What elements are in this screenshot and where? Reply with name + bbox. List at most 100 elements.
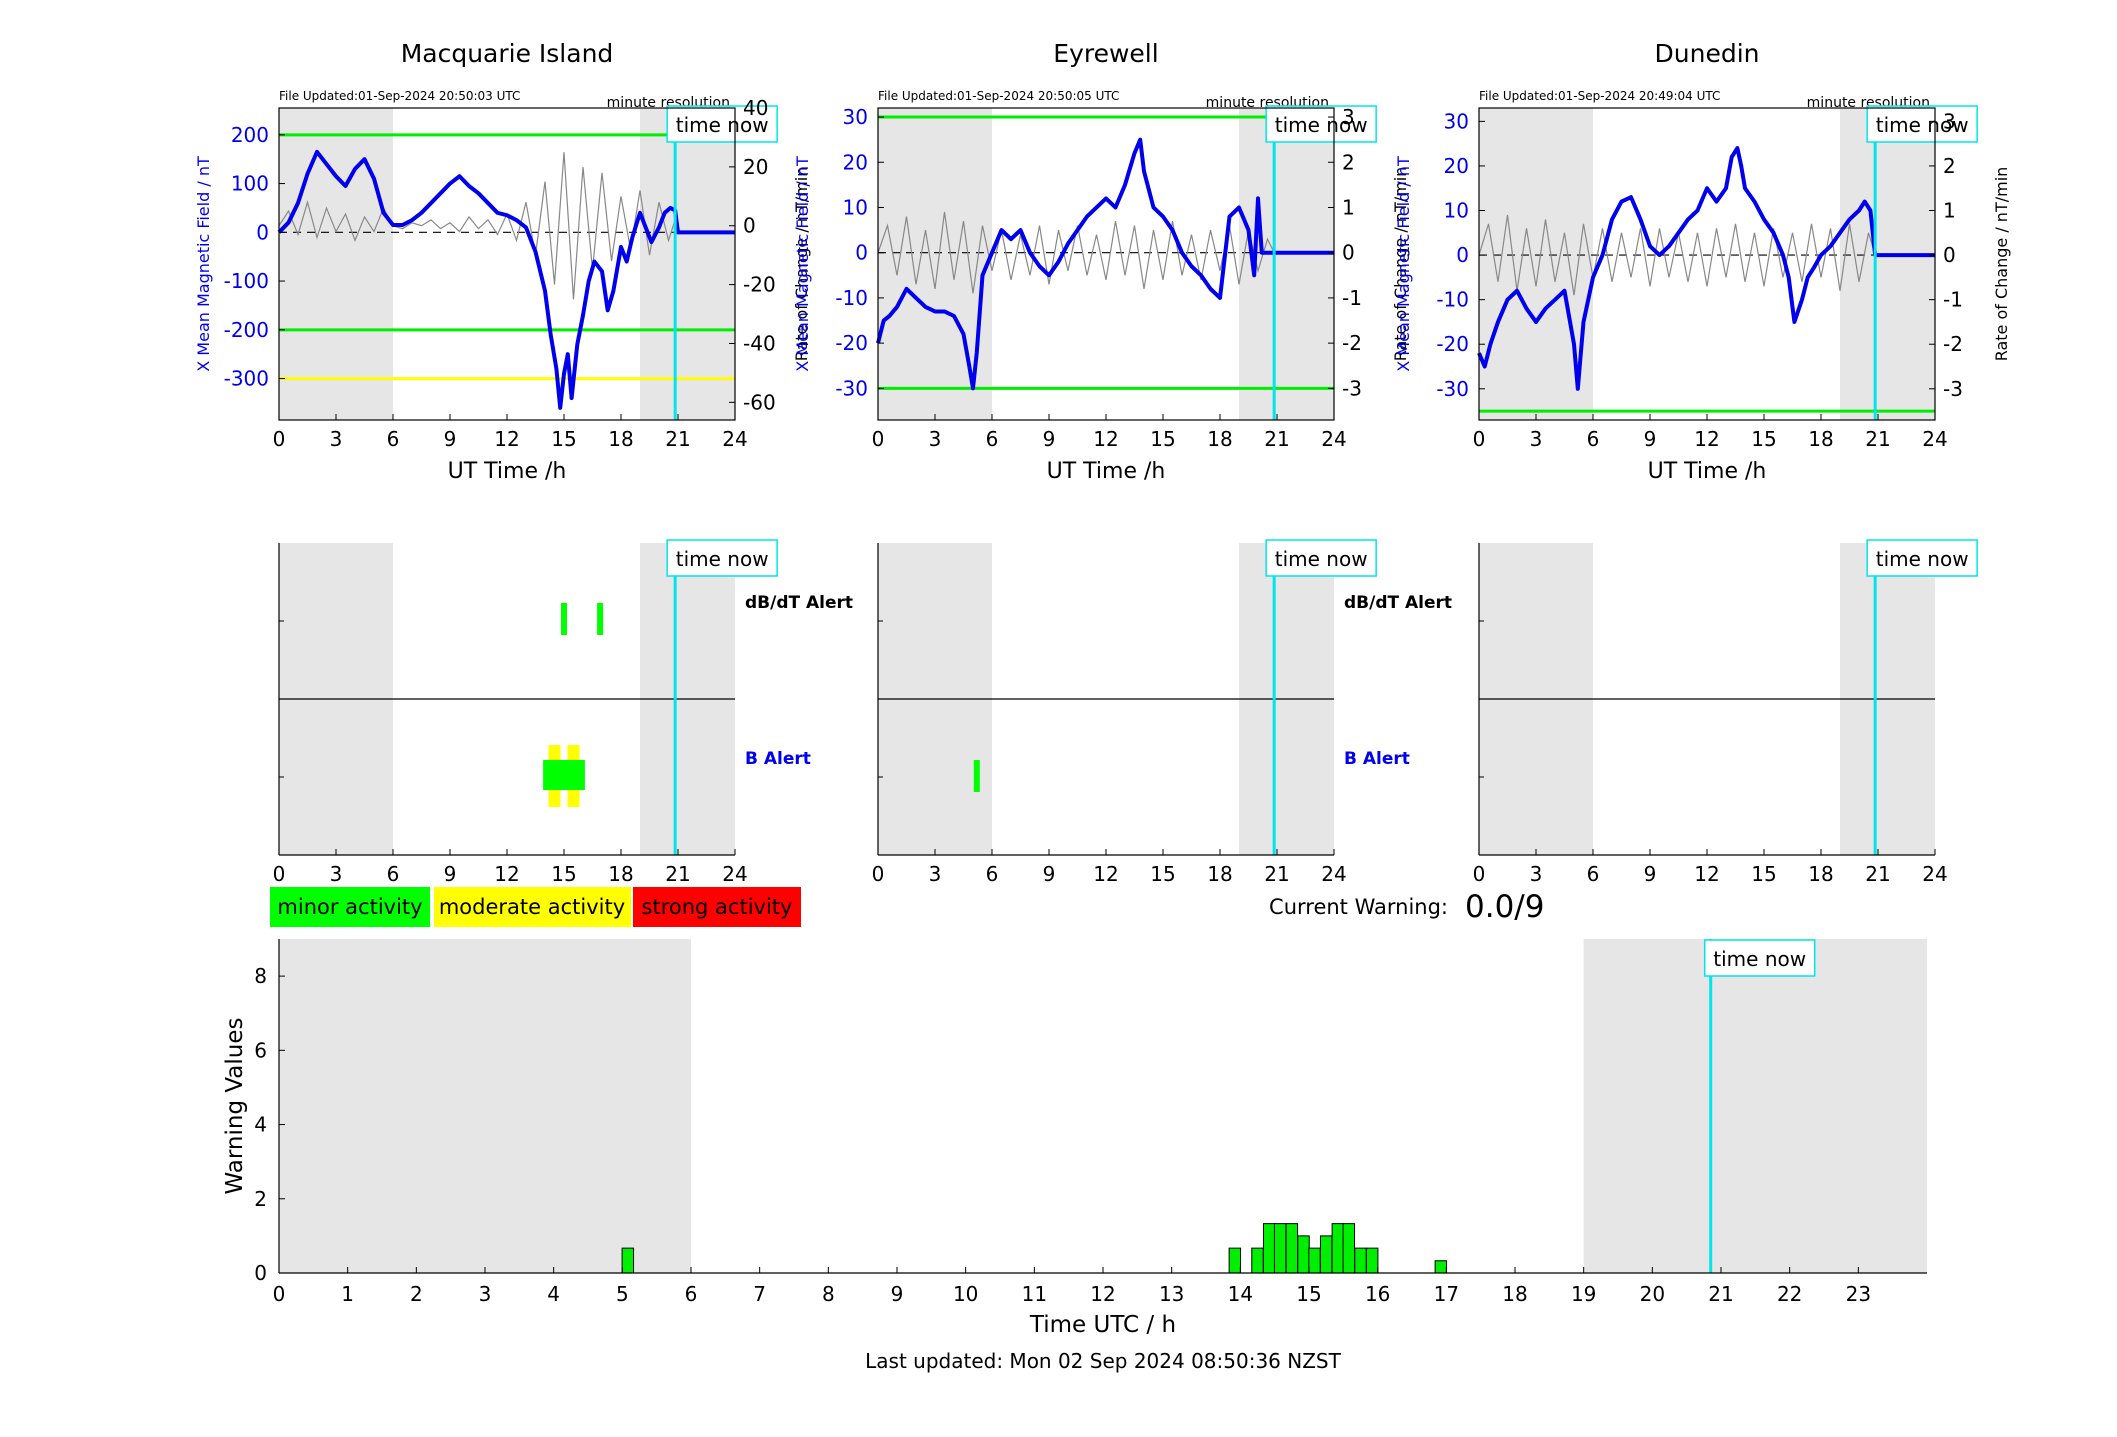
time-now-label: time now bbox=[1876, 113, 1969, 137]
time-now-label: time now bbox=[676, 547, 769, 571]
b-alert-label: B Alert bbox=[745, 749, 811, 769]
x-tick-label: 0 bbox=[872, 427, 885, 451]
x-tick-label: 24 bbox=[722, 427, 747, 451]
x-axis-label: UT Time /h bbox=[1047, 459, 1166, 484]
dbdt-alert-mark bbox=[597, 603, 604, 635]
alert-panel: time now 0 3 6 9 12 15 18 21 24 dB/dT Alert B Alert bbox=[872, 539, 1452, 886]
time-now-label: time now bbox=[1876, 547, 1969, 571]
x-tick-label: 6 bbox=[387, 862, 400, 886]
alert-panel: time now 0 3 6 9 12 15 18 21 24 dB/dT Alert B Alert bbox=[273, 539, 853, 886]
x-tick-label: 12 bbox=[494, 862, 519, 886]
x-tick-label: 0 bbox=[1473, 427, 1486, 451]
x-tick-label: 3 bbox=[479, 1282, 492, 1306]
time-now-box bbox=[666, 105, 778, 143]
x-axis-label: UT Time /h bbox=[448, 459, 567, 484]
y-tick-label: 2 bbox=[254, 1187, 267, 1211]
warning-bar bbox=[1228, 1247, 1242, 1274]
x-field-line bbox=[277, 149, 735, 410]
b-alert-label: B Alert bbox=[1344, 749, 1410, 769]
y-axis-label: X Mean Magnetic Field / nT bbox=[1394, 156, 1413, 372]
x-tick-label: 15 bbox=[1751, 427, 1776, 451]
x-tick-label: 24 bbox=[1922, 427, 1947, 451]
warning-bar bbox=[1251, 1247, 1264, 1274]
dbdt-alert-mark bbox=[561, 603, 567, 635]
x-tick-label: 0 bbox=[273, 427, 286, 451]
x-tick-label: 12 bbox=[1694, 862, 1719, 886]
time-now-label: time now bbox=[1275, 113, 1368, 137]
x-tick-label: 18 bbox=[1207, 862, 1232, 886]
x-tick-label: 9 bbox=[1043, 427, 1056, 451]
station-panel: Dunedin File Updated:01-Sep-2024 20:49:04… bbox=[1394, 39, 2011, 484]
x-tick-label: 23 bbox=[1846, 1282, 1871, 1306]
y-axis-label: X Mean Magnetic Field / nT bbox=[194, 156, 213, 372]
legend-minor-swatch bbox=[270, 887, 430, 927]
x-tick-label: 6 bbox=[1587, 427, 1600, 451]
y2-tick-label: -20 bbox=[743, 273, 776, 297]
night-shade bbox=[279, 108, 393, 420]
y-axis-label: X Mean Magnetic Field / nT bbox=[793, 156, 812, 372]
time-now-box bbox=[1265, 539, 1377, 577]
x-axis-label: Time UTC / h bbox=[1029, 1312, 1176, 1338]
x-tick-label: 9 bbox=[444, 427, 457, 451]
y2-axis-label: Rate of Change / nT/min bbox=[1391, 167, 1410, 362]
warning-bar bbox=[1297, 1235, 1310, 1274]
x-tick-label: 3 bbox=[929, 862, 942, 886]
time-now-box bbox=[1866, 105, 1978, 143]
x-tick-label: 18 bbox=[1808, 862, 1833, 886]
x-tick-label: 15 bbox=[551, 862, 576, 886]
x-tick-label: 12 bbox=[1093, 427, 1118, 451]
x-tick-label: 3 bbox=[929, 427, 942, 451]
b-alert-mark bbox=[973, 760, 980, 792]
warning-bar bbox=[1285, 1223, 1299, 1274]
warning-bar bbox=[1365, 1247, 1379, 1274]
x-tick-label: 18 bbox=[1808, 427, 1833, 451]
y2-tick-label: 20 bbox=[743, 155, 768, 179]
b-alert-mark bbox=[567, 760, 580, 790]
time-now-box bbox=[1866, 539, 1978, 577]
x-tick-label: 9 bbox=[1043, 862, 1056, 886]
y-tick-label: -20 bbox=[835, 331, 868, 355]
x-tick-label: 0 bbox=[273, 1282, 286, 1306]
x-tick-label: 24 bbox=[1321, 427, 1346, 451]
x-tick-label: 12 bbox=[494, 427, 519, 451]
x-tick-label: 2 bbox=[410, 1282, 423, 1306]
x-tick-label: 18 bbox=[608, 862, 633, 886]
warning-bar bbox=[1262, 1223, 1276, 1274]
alert-panel: time now 0 3 6 9 12 15 18 21 24 bbox=[1473, 539, 1978, 886]
file-updated-label: File Updated:01-Sep-2024 20:50:03 UTC bbox=[279, 89, 520, 103]
y2-tick-label: 2 bbox=[1342, 150, 1355, 174]
y-tick-label: 100 bbox=[231, 172, 269, 196]
x-tick-label: 12 bbox=[1694, 427, 1719, 451]
x-tick-label: 15 bbox=[551, 427, 576, 451]
warning-bar bbox=[1354, 1247, 1367, 1274]
x-tick-label: 9 bbox=[444, 862, 457, 886]
y2-tick-label: 0 bbox=[1943, 243, 1956, 267]
y-tick-label: 30 bbox=[1444, 109, 1469, 133]
file-updated-label: File Updated:01-Sep-2024 20:49:04 UTC bbox=[1479, 89, 1720, 103]
y-tick-label: 0 bbox=[254, 1261, 267, 1285]
x-tick-label: 9 bbox=[1644, 427, 1657, 451]
time-now-label: time now bbox=[1713, 947, 1806, 971]
station-title: Eyrewell bbox=[1053, 39, 1158, 68]
y2-tick-label: -40 bbox=[743, 331, 776, 355]
y2-tick-label: -3 bbox=[1943, 377, 1963, 401]
b-alert-mark bbox=[548, 760, 561, 790]
y-tick-label: -10 bbox=[1436, 288, 1469, 312]
y2-tick-label: -2 bbox=[1342, 331, 1362, 355]
y2-axis-label: Rate of Change / nT/min bbox=[1992, 167, 2011, 362]
y-tick-label: -30 bbox=[835, 376, 868, 400]
last-updated-label: Last updated: Mon 02 Sep 2024 08:50:36 N… bbox=[865, 1349, 1341, 1373]
y2-tick-label: -1 bbox=[1943, 288, 1963, 312]
x-tick-label: 15 bbox=[1296, 1282, 1321, 1306]
y2-tick-label: 2 bbox=[1943, 154, 1956, 178]
x-tick-label: 3 bbox=[1530, 862, 1543, 886]
y-tick-label: -20 bbox=[1436, 332, 1469, 356]
x-tick-label: 5 bbox=[616, 1282, 629, 1306]
x-tick-label: 15 bbox=[1751, 862, 1776, 886]
y2-tick-label: 0 bbox=[1342, 241, 1355, 265]
warning-bar bbox=[1273, 1223, 1287, 1274]
rate-of-change-line bbox=[877, 211, 1275, 294]
x-tick-label: 22 bbox=[1777, 1282, 1802, 1306]
night-shade bbox=[1583, 939, 1927, 1273]
